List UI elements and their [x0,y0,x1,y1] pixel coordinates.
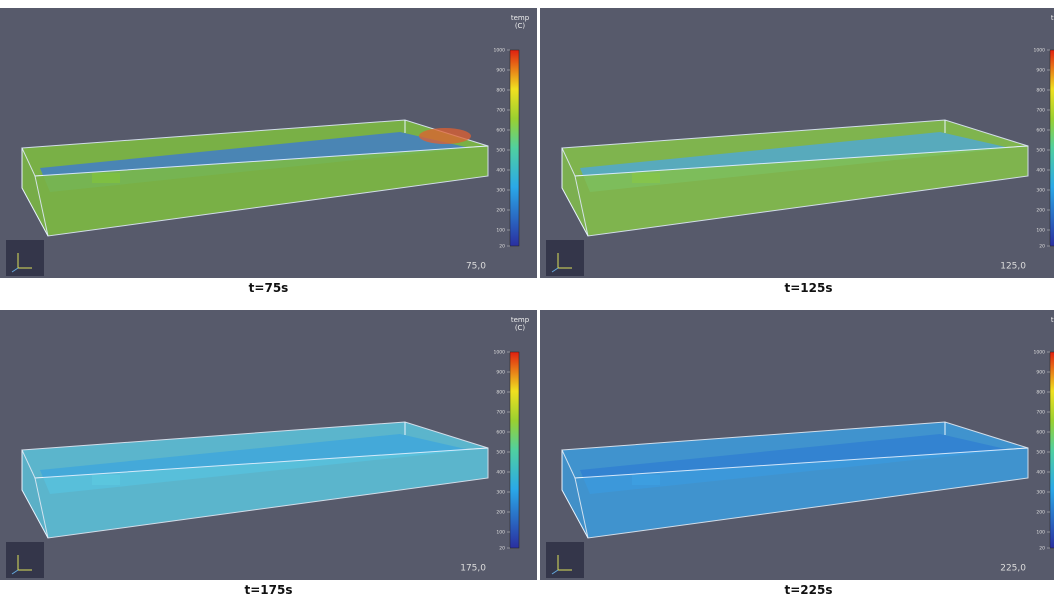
render-panel: 125,0temp(C)2010020030040050060070080090… [540,8,1054,278]
colorbar-tick-label: 400 [1036,168,1045,174]
colorbar-tick-label: 20 [1039,546,1045,552]
axis-triad-box [6,240,44,276]
caption: t=125s [784,281,833,295]
colorbar-title: temp [511,14,530,22]
time-label: 125,0 [1000,262,1026,272]
box-front [574,145,1029,237]
box-left [22,148,48,236]
box-edge [561,450,589,539]
block [632,475,660,485]
axis-triad [11,267,19,273]
colorbar-tick-label: 900 [1036,68,1045,74]
time-label: 75,0 [466,262,486,272]
axis-triad [551,267,559,273]
box-left [22,450,48,538]
axis-triad-box [546,542,584,578]
block [632,173,660,183]
render: 75,0 temp(C) 20 100 200 300 400 500 600 700 800 900… [0,8,537,278]
colorbar-tick-label: 500 [1036,450,1045,456]
colorbar-tick-label: 800 [496,390,505,396]
colorbar [509,351,520,549]
colorbar-tick-label: 100 [496,530,505,536]
axis-triad [551,569,559,575]
box-left [562,148,588,236]
colorbar-tick-label: 300 [496,490,505,496]
colorbar-tick-label: 20 [1039,244,1045,250]
colorbar-tick-label: 600 [496,430,505,436]
block [92,475,120,485]
colorbar-tick-label: 900 [496,68,505,74]
colorbar-tick-label: 300 [1036,490,1045,496]
render: 175,0 temp(C) 20 100 200 300 400 500 600 700 800 90… [0,310,537,580]
colorbar-tick-label: 1000 [494,48,506,54]
colorbar-tick-label: 1000 [1034,48,1046,54]
render: 225,0temp(C)2010020030040050060070080090… [540,310,1054,580]
axis-triad [11,569,19,575]
axis-triad-box [546,240,584,276]
colorbar-tick-label: 300 [496,188,505,194]
colorbar-tick-label: 200 [496,208,505,214]
colorbar-tick-label: 200 [1036,208,1045,214]
colorbar-tick-label: 1000 [494,350,506,356]
box-left [562,450,588,538]
caption: t=175s [244,583,293,597]
colorbar-tick-label: 400 [1036,470,1045,476]
colorbar-tick-label: 900 [1036,370,1045,376]
colorbar-tick-label: 600 [1036,430,1045,436]
colorbar-unit: (C) [515,324,526,332]
box-front [34,145,489,237]
box-front [574,447,1029,539]
colorbar [1049,49,1054,247]
colorbar-tick-label: 500 [496,148,505,154]
time-label: 225,0 [1000,564,1026,574]
colorbar-tick-label: 100 [496,228,505,234]
colorbar-title: temp [1051,14,1054,22]
colorbar-tick-label: 500 [1036,148,1045,154]
caption: t=225s [784,583,833,597]
colorbar-tick-label: 300 [1036,188,1045,194]
colorbar-tick-label: 700 [496,410,505,416]
render-panel: 75,0 temp (C) 20 100 200 300 400 500 600 700 800 900… [0,8,537,278]
colorbar-tick-label: 1000 [1034,350,1046,356]
colorbar-title: temp [1051,316,1054,324]
box-edge [21,450,49,539]
render: 125,0temp(C)2010020030040050060070080090… [540,8,1054,278]
axis-triad-box [6,542,44,578]
colorbar-tick-label: 800 [1036,88,1045,94]
render-panel: 225,0temp(C)2010020030040050060070080090… [540,310,1054,580]
colorbar-tick-label: 400 [496,470,505,476]
colorbar-tick-label: 400 [496,168,505,174]
colorbar-tick-label: 100 [1036,228,1045,234]
colorbar-tick-label: 600 [1036,128,1045,134]
colorbar-tick-label: 20 [499,244,505,250]
colorbar [509,49,520,247]
caption: t=75s [248,281,289,295]
colorbar-tick-label: 700 [496,108,505,114]
colorbar-tick-label: 700 [1036,108,1045,114]
time-label: 175,0 [460,564,486,574]
colorbar-unit: (C) [515,22,526,30]
colorbar-tick-label: 900 [496,370,505,376]
colorbar-tick-label: 20 [499,546,505,552]
hot-spot [419,128,471,144]
colorbar-tick-label: 700 [1036,410,1045,416]
colorbar-title: temp [511,316,530,324]
colorbar-tick-label: 200 [496,510,505,516]
colorbar-tick-label: 500 [496,450,505,456]
colorbar-tick-label: 600 [496,128,505,134]
render-panel: 175,0 temp (C) 20 100 200 300 400 500 600 700 800 90… [0,310,537,580]
box-front [34,447,489,539]
box-edge [21,148,49,237]
colorbar-tick-label: 200 [1036,510,1045,516]
block [92,173,120,183]
colorbar-tick-label: 800 [496,88,505,94]
colorbar-tick-label: 800 [1036,390,1045,396]
colorbar [1049,351,1054,549]
colorbar-tick-label: 100 [1036,530,1045,536]
box-edge [561,148,589,237]
